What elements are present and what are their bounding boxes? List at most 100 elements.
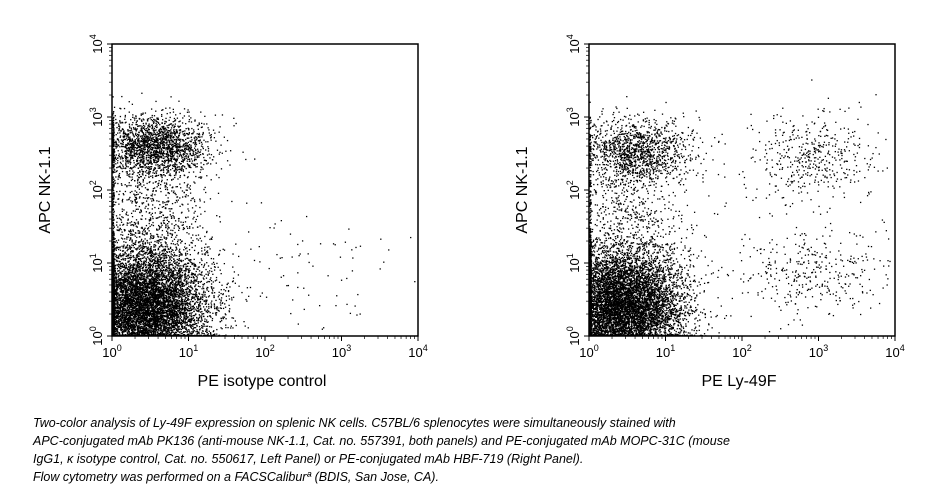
scatter-point [150, 241, 152, 243]
scatter-point [152, 291, 154, 293]
scatter-point [220, 327, 222, 329]
scatter-point [128, 322, 130, 324]
scatter-point [161, 312, 164, 314]
scatter-point [184, 327, 186, 329]
scatter-point [189, 291, 191, 293]
scatter-point [183, 317, 185, 319]
scatter-point [200, 316, 203, 319]
scatter-point [129, 333, 131, 336]
scatter-point [161, 293, 163, 296]
scatter-point [182, 319, 184, 322]
scatter-point [170, 253, 172, 255]
scatter-point [152, 329, 155, 331]
scatter-point [115, 321, 118, 324]
scatter-point [115, 315, 117, 317]
scatter-point [148, 258, 151, 261]
scatter-point [139, 282, 141, 285]
scatter-point [153, 272, 156, 274]
scatter-point [179, 277, 182, 279]
scatter-point [210, 302, 212, 304]
scatter-point [157, 326, 159, 328]
scatter-point [136, 277, 138, 280]
scatter-point [216, 262, 218, 265]
scatter-point [183, 291, 185, 294]
scatter-point [124, 321, 126, 324]
scatter-point [138, 292, 141, 294]
scatter-point [165, 283, 167, 285]
scatter-point [187, 259, 190, 261]
scatter-point [215, 314, 217, 316]
scatter-point [163, 257, 166, 260]
scatter-point [165, 330, 168, 332]
scatter-point [142, 266, 144, 269]
scatter-point [163, 266, 165, 268]
scatter-point [184, 320, 186, 322]
scatter-point [114, 270, 117, 272]
scatter-point [232, 277, 235, 279]
scatter-point [132, 265, 134, 267]
scatter-point [194, 303, 196, 305]
scatter-point [130, 290, 133, 292]
scatter-point [178, 297, 180, 299]
scatter-point [161, 245, 163, 247]
scatter-point [195, 323, 198, 325]
scatter-point [168, 278, 170, 280]
scatter-point [191, 300, 194, 303]
scatter-point [132, 331, 135, 333]
scatter-point [149, 330, 151, 332]
scatter-point [122, 307, 125, 310]
scatter-point [116, 264, 119, 266]
scatter-point [202, 330, 204, 332]
scatter-point [117, 292, 120, 294]
scatter-point [154, 319, 157, 321]
scatter-point [169, 258, 171, 260]
scatter-point [163, 330, 165, 332]
scatter-point [161, 303, 163, 305]
scatter-point [209, 332, 212, 334]
scatter-point [190, 316, 192, 318]
scatter-points [112, 92, 416, 336]
scatter-point [154, 244, 156, 246]
scatter-point [163, 296, 165, 298]
scatter-point [170, 236, 173, 238]
scatter-point [135, 283, 137, 286]
scatter-point [176, 312, 178, 314]
scatter-point [171, 310, 173, 312]
scatter-point [183, 325, 186, 328]
scatter-point [155, 245, 157, 247]
scatter-point [120, 300, 123, 302]
scatter-point [115, 307, 117, 310]
scatter-point [132, 250, 134, 252]
scatter-point [117, 286, 119, 288]
scatter-point [116, 291, 118, 293]
scatter-point [138, 248, 141, 250]
scatter-point [190, 332, 193, 335]
scatter-point [195, 275, 197, 277]
scatter-point [188, 285, 190, 288]
scatter-point [170, 326, 172, 328]
scatter-point [184, 258, 186, 260]
scatter-point [152, 277, 155, 279]
scatter-point [139, 293, 141, 295]
scatter-point [136, 289, 138, 291]
scatter-point [171, 254, 174, 256]
scatter-point [161, 265, 163, 267]
scatter-point [203, 278, 205, 280]
scatter-point [162, 269, 165, 272]
scatter-point [195, 289, 197, 291]
scatter-point [161, 267, 163, 269]
scatter-point [128, 257, 130, 259]
scatter-point [170, 282, 173, 284]
scatter-point [203, 275, 206, 277]
scatter-point [180, 328, 183, 331]
scatter-point [119, 329, 122, 331]
scatter-point [140, 323, 142, 326]
scatter-point [221, 320, 223, 322]
scatter-point [154, 333, 156, 335]
scatter-point [149, 311, 152, 314]
scatter-point [177, 291, 179, 293]
scatter-point [169, 300, 171, 303]
scatter-point [127, 286, 130, 289]
scatter-point [159, 299, 162, 301]
scatter-point [170, 229, 172, 231]
